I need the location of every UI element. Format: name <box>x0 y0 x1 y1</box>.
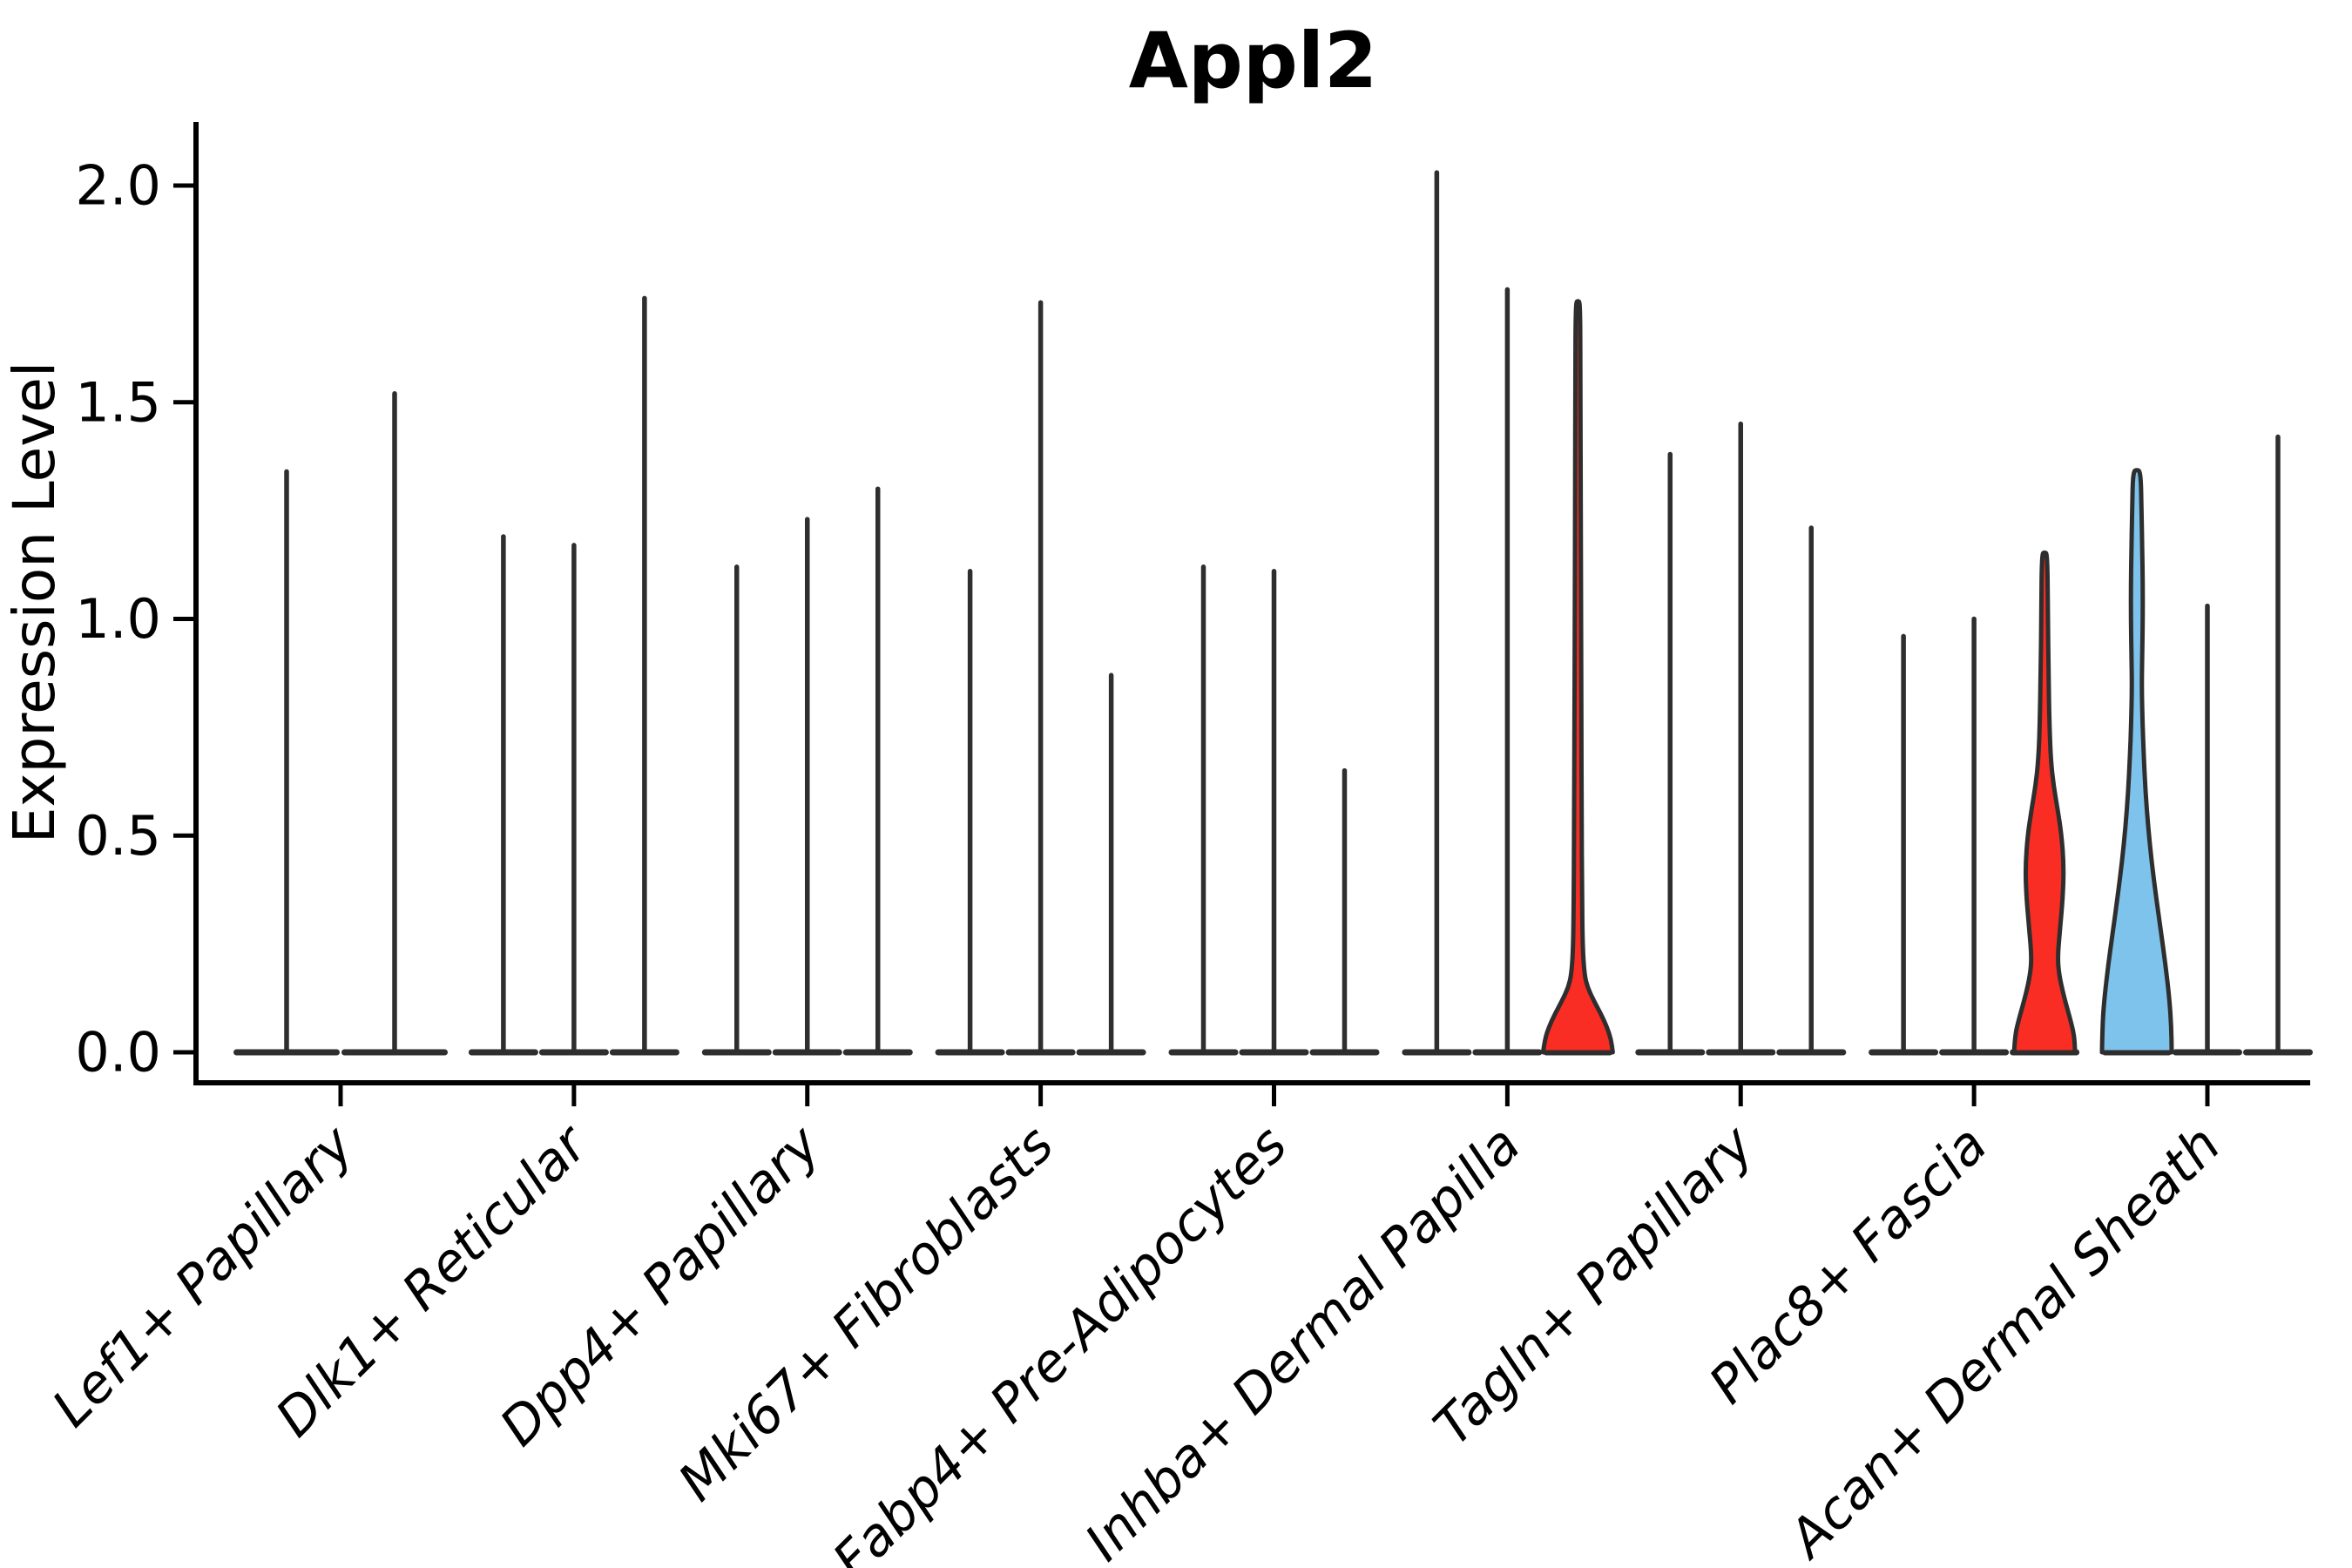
violin-6-2 <box>1776 525 1847 1056</box>
violin-4-0 <box>1168 564 1239 1056</box>
chart-title: Appl2 <box>1129 16 1377 105</box>
violin-8-2 <box>2243 434 2313 1056</box>
violin-3-1 <box>1005 300 1076 1056</box>
violin-6-0 <box>1635 451 1706 1056</box>
y-axis-label: Expression Level <box>1 362 68 843</box>
y-tick-label-3: 1.5 <box>75 370 161 434</box>
violin-3-0 <box>935 569 1005 1056</box>
x-tick-label-3: Mki67+ Fibroblasts <box>667 1114 1066 1513</box>
violin-7-0 <box>1869 633 1939 1056</box>
violin-0-1 <box>341 391 448 1056</box>
violin-5-2 <box>1540 299 1615 1056</box>
y-tick-label-2: 1.0 <box>75 587 161 651</box>
violin-4-2 <box>1309 767 1380 1056</box>
violin-1-1 <box>538 543 609 1056</box>
violin-0-0 <box>233 469 340 1056</box>
x-tick-label-8: Acan+ Dermal Sheath <box>1775 1114 2233 1568</box>
y-tick-label-4: 2.0 <box>75 154 161 218</box>
violin-5-1 <box>1472 287 1543 1056</box>
axes-layer <box>173 122 2310 1106</box>
violin-6-1 <box>1706 421 1776 1056</box>
violin-1-2 <box>609 295 679 1056</box>
violin-7-2 <box>2010 550 2080 1056</box>
violin-3-2 <box>1076 672 1146 1056</box>
violin-4-1 <box>1239 569 1309 1056</box>
violin-2-0 <box>701 564 772 1056</box>
violins-layer <box>233 170 2313 1056</box>
violin-8-0 <box>2099 468 2174 1056</box>
violin-2-2 <box>842 486 913 1056</box>
violin-7-1 <box>1939 616 2010 1056</box>
x-tick-label-4: Fabp4+ Pre-Adipocytes <box>821 1114 1299 1568</box>
y-tick-label-1: 0.5 <box>75 804 161 868</box>
violin-body-8-0-blue <box>2099 468 2174 1055</box>
violin-5-0 <box>1402 170 1472 1056</box>
violin-2-1 <box>772 517 842 1056</box>
x-tick-label-5: Inhba+ Dermal Papilla <box>1074 1114 1532 1568</box>
y-tick-label-0: 0.0 <box>75 1021 161 1085</box>
violin-1-0 <box>468 534 538 1056</box>
violin-body-7-2-red <box>2011 550 2078 1055</box>
violin-body-5-2-red <box>1540 299 1615 1055</box>
violin-8-1 <box>2173 603 2242 1056</box>
